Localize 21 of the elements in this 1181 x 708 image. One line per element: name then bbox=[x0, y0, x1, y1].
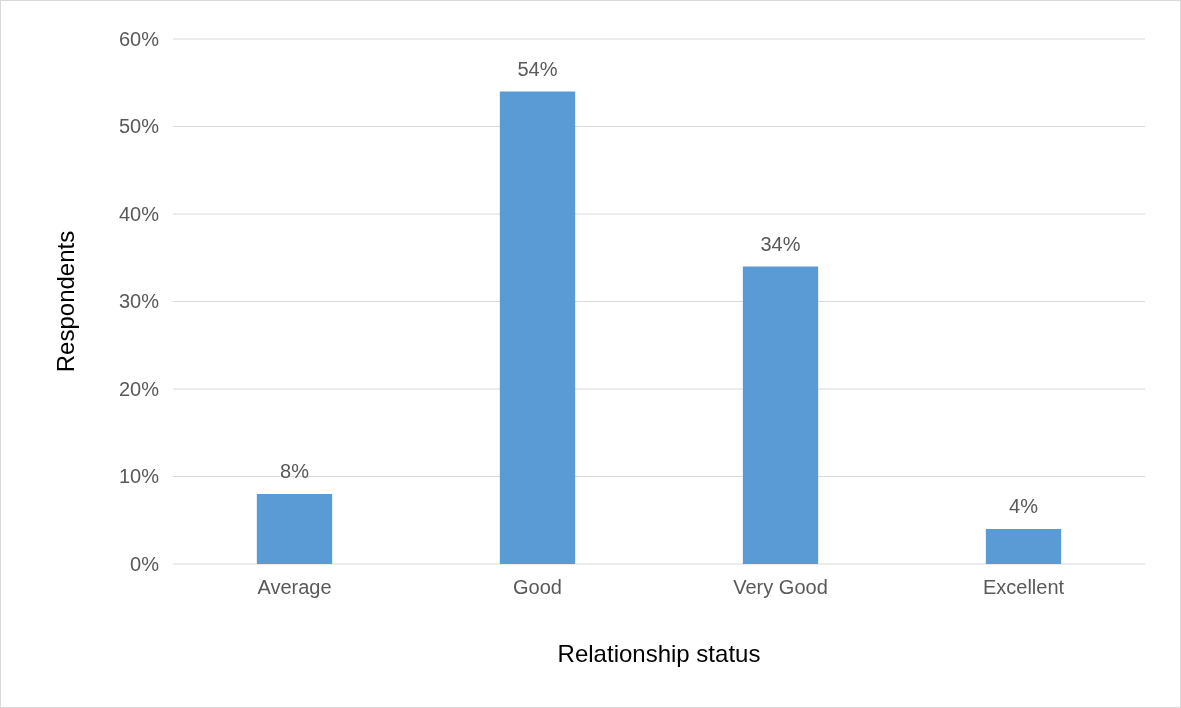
data-label: 34% bbox=[760, 232, 801, 255]
y-tick-label: 0% bbox=[130, 552, 160, 575]
x-tick-label: Excellent bbox=[982, 576, 1065, 599]
x-tick-label: Very Good bbox=[733, 576, 828, 599]
bar bbox=[256, 494, 333, 564]
x-tick-label: Good bbox=[513, 576, 562, 599]
y-tick-label: 60% bbox=[118, 27, 160, 50]
y-tick-label: 50% bbox=[118, 115, 160, 138]
y-axis-title: Respondents bbox=[52, 230, 79, 373]
y-tick-label: 10% bbox=[118, 465, 160, 488]
data-label: 4% bbox=[1009, 495, 1039, 517]
x-axis-title: Relationship status bbox=[557, 640, 761, 667]
y-tick-label: 20% bbox=[118, 377, 160, 400]
bar bbox=[499, 91, 576, 564]
data-label: 8% bbox=[280, 460, 310, 482]
y-tick-label: 40% bbox=[118, 202, 160, 225]
bar bbox=[985, 529, 1062, 564]
data-label: 54% bbox=[517, 57, 558, 80]
y-tick-label: 30% bbox=[118, 290, 160, 313]
bar bbox=[742, 266, 819, 564]
x-tick-label: Average bbox=[257, 576, 332, 599]
